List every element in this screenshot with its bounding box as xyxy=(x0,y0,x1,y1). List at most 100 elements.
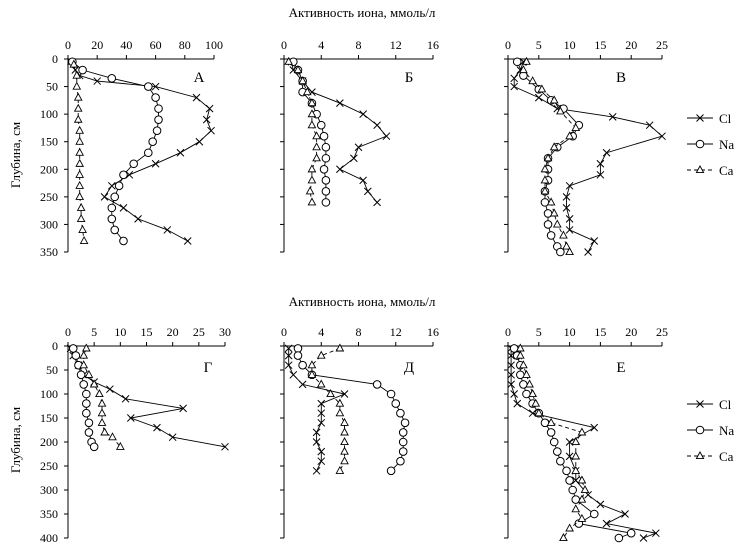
point-cl xyxy=(151,82,160,91)
point-ca xyxy=(522,369,531,378)
point-cl xyxy=(183,237,192,245)
point-ca xyxy=(571,437,581,446)
point-na xyxy=(148,137,157,147)
point-ca xyxy=(340,417,349,426)
point-na xyxy=(549,437,559,447)
point-ca xyxy=(519,360,528,369)
point-ca xyxy=(312,153,321,162)
x-tick-label: 0 xyxy=(281,38,287,52)
point-na xyxy=(84,428,94,437)
point-cl xyxy=(202,115,211,124)
point-ca xyxy=(75,158,85,167)
point-na xyxy=(543,220,553,229)
series-ca xyxy=(515,343,590,542)
point-cl xyxy=(349,154,358,163)
point-na xyxy=(626,528,636,538)
point-na xyxy=(79,380,88,389)
point-na xyxy=(386,389,396,399)
series-line-cl xyxy=(510,348,658,539)
legend-item-cl: Cl xyxy=(687,397,732,412)
point-cl xyxy=(507,361,515,370)
point-cl xyxy=(602,148,611,157)
y-tick-label: 50 xyxy=(46,80,58,94)
point-ca xyxy=(531,398,541,407)
point-cl xyxy=(119,204,128,212)
point-cl xyxy=(621,510,629,518)
x-tick-label: 40 xyxy=(120,38,132,52)
x-tick-label: 0 xyxy=(65,38,71,52)
y-tick-label: 0 xyxy=(52,339,58,353)
point-ca xyxy=(577,475,587,484)
point-na xyxy=(154,115,163,124)
point-cl xyxy=(134,215,142,223)
point-ca xyxy=(316,350,326,359)
panel-letter: В xyxy=(616,70,626,86)
point-ca xyxy=(302,87,312,96)
point-na xyxy=(372,380,382,389)
point-ca xyxy=(335,465,345,474)
panel-5: 0 4 8 12 16 Д xyxy=(280,325,439,539)
y-axis-label-bottom: Глубина, см xyxy=(8,407,23,473)
point-na xyxy=(71,351,81,360)
point-cl xyxy=(645,121,654,130)
x-tick-label: 80 xyxy=(179,38,191,52)
point-ca xyxy=(528,76,537,85)
point-ca xyxy=(293,65,303,74)
series-na xyxy=(293,344,410,476)
point-ca xyxy=(312,142,321,151)
legend-marker xyxy=(695,139,705,149)
series-cl xyxy=(507,344,660,542)
x-tick-label: 0 xyxy=(505,325,511,339)
point-ca xyxy=(79,360,89,369)
point-na xyxy=(589,509,599,519)
y-tick-label: 400 xyxy=(40,531,58,545)
point-cl xyxy=(507,370,515,379)
point-cl xyxy=(284,351,293,360)
point-cl xyxy=(179,404,187,413)
point-ca xyxy=(307,175,317,184)
y-tick-label: 350 xyxy=(40,507,58,521)
point-ca xyxy=(115,441,125,450)
x-tick-label: 5 xyxy=(536,325,542,339)
bottom-axis-title: Активность иона, ммоль/л xyxy=(289,294,436,309)
point-ca xyxy=(559,533,568,542)
point-na xyxy=(562,466,571,476)
point-ca xyxy=(75,147,85,156)
point-ca xyxy=(298,76,307,85)
point-cl xyxy=(317,447,326,456)
point-na xyxy=(119,170,128,180)
point-na xyxy=(556,247,565,257)
y-tick-label: 200 xyxy=(40,162,58,176)
point-na xyxy=(107,214,117,224)
x-tick-label: 10 xyxy=(114,325,126,339)
point-ca xyxy=(559,230,568,239)
point-ca xyxy=(580,485,590,494)
point-cl xyxy=(354,143,363,152)
point-na xyxy=(396,456,405,466)
legend-item-na: Na xyxy=(687,423,734,438)
point-ca xyxy=(577,427,587,436)
point-cl xyxy=(100,193,109,201)
point-cl xyxy=(336,99,344,107)
legend-marker xyxy=(695,425,705,435)
point-ca xyxy=(73,103,83,112)
x-tick-label: 10 xyxy=(564,38,576,52)
point-cl xyxy=(176,148,185,157)
point-ca xyxy=(340,446,349,455)
y-tick-label: 150 xyxy=(40,135,58,149)
point-cl xyxy=(207,126,215,135)
y-tick-label: 150 xyxy=(40,411,58,425)
point-cl xyxy=(565,226,574,234)
point-ca xyxy=(84,369,94,378)
point-na xyxy=(129,159,138,169)
point-cl xyxy=(651,529,660,538)
series-na xyxy=(68,344,99,452)
point-na xyxy=(298,360,307,370)
point-na xyxy=(152,126,162,135)
point-cl xyxy=(153,423,161,432)
point-ca xyxy=(522,56,531,65)
series-cl xyxy=(284,344,349,475)
panel-6: 0 5 10 15 20 25 Е xyxy=(504,325,668,543)
